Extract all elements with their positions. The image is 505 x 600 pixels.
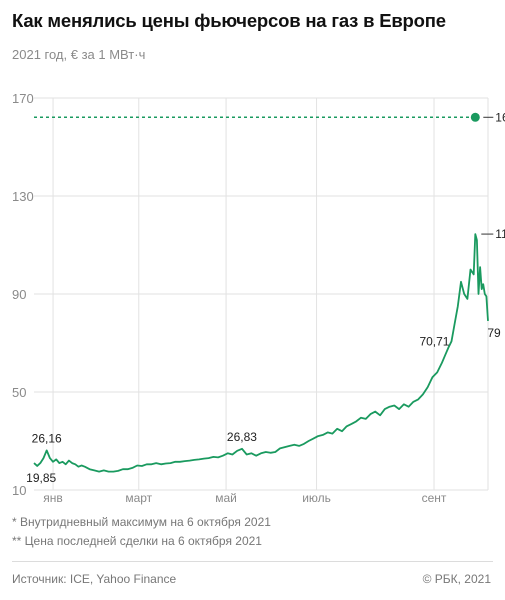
y-tick-label: 170 — [12, 91, 34, 106]
data-label: 79 — [487, 326, 501, 340]
intraday-max-label: 162,13* — [495, 110, 505, 124]
data-label: 70,71 — [419, 334, 449, 348]
footer-divider — [12, 561, 493, 562]
price-line — [33, 233, 489, 473]
x-tick-label: сент — [422, 491, 447, 505]
data-label: 114,46** — [495, 227, 505, 241]
y-tick-label: 90 — [12, 287, 26, 302]
source-note: Источник: ICE, Yahoo Finance — [12, 572, 177, 586]
intraday-max-marker — [470, 112, 480, 122]
y-tick-label: 130 — [12, 189, 34, 204]
y-tick-label: 10 — [12, 483, 26, 498]
x-tick-label: март — [125, 491, 152, 505]
footnote-intraday-max: * Внутридневный максимум на 6 октября 20… — [12, 515, 271, 529]
data-label: 26,16 — [32, 431, 62, 445]
footnote-last-trade: ** Цена последней сделки на 6 октября 20… — [12, 534, 262, 548]
data-label: 26,83 — [227, 430, 257, 444]
x-tick-label: май — [215, 491, 237, 505]
x-tick-label: июль — [302, 491, 331, 505]
chart-subtitle: 2021 год, € за 1 МВт·ч — [12, 47, 146, 62]
line-chart: 10 50 90 130 170 янв март май июль сент 162,13* 26,… — [12, 91, 505, 505]
chart-title: Как менялись цены фьючерсов на газ в Евр… — [12, 10, 446, 31]
y-tick-label: 50 — [12, 385, 26, 400]
data-label: 19,85 — [26, 471, 56, 485]
x-tick-label: янв — [43, 491, 63, 505]
copyright-note: © РБК, 2021 — [422, 572, 491, 586]
